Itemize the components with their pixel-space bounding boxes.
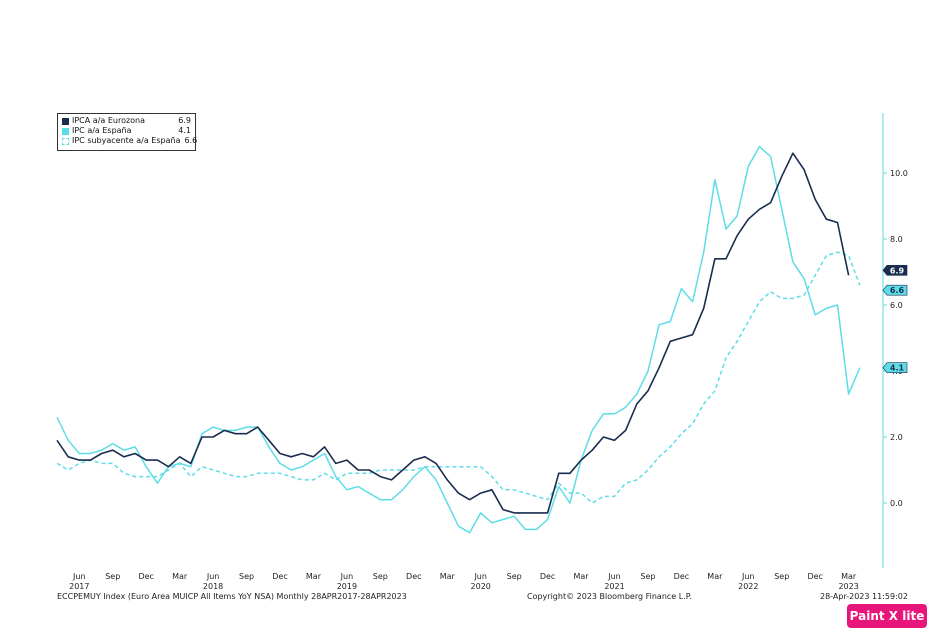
legend-swatch-ipc-espana <box>62 127 69 135</box>
legend-value: 4.1 <box>178 126 191 135</box>
x-tick-label: Sep <box>774 572 789 581</box>
y-tick-label: 8.0 <box>890 235 903 244</box>
x-year-label: 2021 <box>604 582 624 591</box>
end-value-tag <box>882 362 908 373</box>
y-tick-label: 10.0 <box>890 169 908 178</box>
x-tick-label: Dec <box>540 572 555 581</box>
x-year-label: 2022 <box>738 582 758 591</box>
x-tick-label: Dec <box>674 572 689 581</box>
series-line-0 <box>56 152 850 514</box>
y-tick-label: 2.0 <box>890 433 903 442</box>
legend-entry-ipc-subyacente: IPC subyacente a/a España 6.6 <box>62 136 197 146</box>
legend-label: IPC subyacente a/a España <box>72 136 181 145</box>
x-tick-label: Mar <box>440 572 456 581</box>
paint-x-lite-badge: Paint X lite <box>847 604 927 628</box>
x-tick-label: Jun <box>206 572 220 581</box>
end-value-text: 4.1 <box>890 364 905 373</box>
end-value-label: 4.1 <box>882 362 908 373</box>
series-line-1 <box>56 145 861 534</box>
legend-entry-ipca-eurozona: IPCA a/a Eurozona 6.9 <box>62 116 191 126</box>
end-value-tag <box>882 265 908 276</box>
x-tick-label: Mar <box>574 572 590 581</box>
end-value-label: 6.9 <box>882 265 908 276</box>
x-year-label: 2017 <box>69 582 89 591</box>
legend-value: 6.9 <box>178 116 191 125</box>
footer-timestamp: 28-Apr-2023 11:59:02 <box>820 592 908 601</box>
end-value-text: 6.6 <box>890 286 905 295</box>
legend-swatch-ipca-eurozona <box>62 117 69 125</box>
y-tick-label: 6.0 <box>890 301 903 310</box>
x-tick-label: Sep <box>105 572 120 581</box>
x-tick-label: Sep <box>373 572 388 581</box>
series-line-2 <box>56 251 861 504</box>
x-tick-label: Sep <box>239 572 254 581</box>
legend-swatch-ipc-subyacente <box>62 137 69 145</box>
end-value-label: 6.6 <box>882 284 908 296</box>
x-tick-label: Sep <box>507 572 522 581</box>
x-tick-label: Dec <box>807 572 822 581</box>
x-tick-label: Dec <box>138 572 153 581</box>
x-year-label: 2019 <box>337 582 357 591</box>
legend-label: IPCA a/a Eurozona <box>72 116 146 125</box>
x-tick-label: Dec <box>272 572 287 581</box>
end-value-text: 6.9 <box>890 266 905 275</box>
legend-value: 6.6 <box>184 136 198 145</box>
x-tick-label: Mar <box>172 572 188 581</box>
x-year-label: 2018 <box>203 582 223 591</box>
x-tick-label: Mar <box>306 572 322 581</box>
x-tick-label: Dec <box>406 572 421 581</box>
legend-label: IPC a/a España <box>72 126 132 135</box>
legend-entry-ipc-espana: IPC a/a España 4.1 <box>62 126 191 136</box>
y-tick-label: 0.0 <box>890 499 903 508</box>
x-tick-label: Jun <box>741 572 755 581</box>
x-tick-label: Sep <box>640 572 655 581</box>
x-tick-label: Mar <box>841 572 857 581</box>
x-tick-label: Jun <box>340 572 354 581</box>
x-tick-label: Mar <box>707 572 723 581</box>
x-tick-label: Jun <box>607 572 621 581</box>
chart-legend: IPCA a/a Eurozona 6.9 IPC a/a España 4.1… <box>57 113 197 151</box>
x-year-label: 2020 <box>471 582 491 591</box>
x-year-label: 2023 <box>838 582 858 591</box>
x-tick-label: Jun <box>473 572 487 581</box>
end-value-tag <box>882 284 908 296</box>
x-tick-label: Jun <box>72 572 86 581</box>
footer-copyright: Copyright© 2023 Bloomberg Finance L.P. <box>527 592 692 601</box>
footer-source: ECCPEMUY Index (Euro Area MUICP All Item… <box>57 592 407 601</box>
